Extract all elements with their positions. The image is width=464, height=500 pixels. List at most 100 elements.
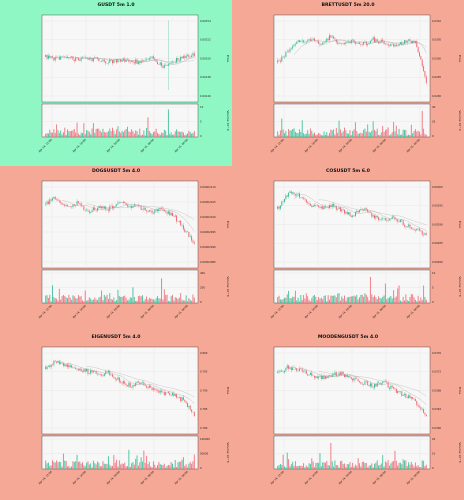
volume-bar xyxy=(282,454,284,469)
volume-bar xyxy=(414,462,416,469)
candle-body xyxy=(410,397,412,399)
volume-bar xyxy=(90,463,92,469)
candle-body xyxy=(334,372,336,376)
candle-body xyxy=(144,207,146,211)
volume-bar xyxy=(375,131,377,137)
candlestick-chart: 0.800 0.795 0.790 0.785 0.780 100000 50000 0 Pri… xyxy=(37,346,230,485)
volume-bar xyxy=(281,299,283,303)
volume-bar xyxy=(173,134,175,137)
volume-bar xyxy=(95,128,97,137)
volume-bar xyxy=(277,465,279,469)
candle-body xyxy=(374,37,375,43)
volume-bar xyxy=(324,134,326,137)
volume-bar xyxy=(386,462,388,469)
volume-bar xyxy=(319,453,321,469)
candle-body xyxy=(312,38,314,40)
candle-body xyxy=(333,36,335,39)
volume-bar xyxy=(136,300,138,303)
candle-body xyxy=(139,61,141,64)
volume-bar xyxy=(376,128,378,137)
volume-bar xyxy=(177,462,179,469)
volume-bar xyxy=(60,299,62,303)
volume-bar xyxy=(105,464,107,469)
candle-body xyxy=(133,384,135,386)
volume-bar xyxy=(405,294,407,303)
candle-body xyxy=(395,44,397,47)
x-tick-label: Apr 15, 00:00 xyxy=(139,304,155,320)
volume-bar xyxy=(169,301,171,303)
candle-body xyxy=(189,405,191,410)
candle-body xyxy=(146,386,148,388)
candle-body xyxy=(193,412,195,417)
volume-bar xyxy=(136,455,138,469)
volume-bar xyxy=(73,296,75,303)
volume-bar xyxy=(76,298,78,303)
candle-body xyxy=(188,55,190,58)
chart-panel-5[interactable]: EIGENUSDT 5m 4.0 0.800 0.795 0.790 0.785 0.78… xyxy=(0,332,232,498)
chart-panel-3[interactable]: DOGSUSDT 5m 4.0 0.00002110 0.00002105 0.000… xyxy=(0,166,232,332)
candle-body xyxy=(165,392,167,395)
candle-body xyxy=(169,211,171,216)
volume-bar xyxy=(101,290,103,303)
volume-bar xyxy=(121,130,123,137)
chart-title: BRETTUSDT 5m 20.0 xyxy=(321,3,375,8)
volume-bar xyxy=(151,133,153,137)
volume-bar xyxy=(152,461,154,469)
candle-body xyxy=(371,39,373,41)
volume-axis-label: Volume 10^6 xyxy=(458,276,462,296)
volume-bar xyxy=(367,467,369,469)
volume-bar xyxy=(399,134,401,137)
volume-bar xyxy=(416,301,418,303)
volume-bar xyxy=(173,467,175,469)
volume-bar xyxy=(398,285,400,303)
volume-bar xyxy=(349,462,351,469)
volume-bar xyxy=(323,462,325,469)
chart-panel-6[interactable]: MOODENGUSDT 5m 4.0 0.0376 0.0372 0.0368 0.03… xyxy=(232,332,464,498)
price-tick-label: 0.0305 xyxy=(432,38,441,42)
volume-bar xyxy=(98,128,100,137)
volume-bar xyxy=(294,290,296,303)
volume-bar xyxy=(180,461,182,469)
chart-panel-4[interactable]: COSUSDT 5m 6.0 0.00300 0.00295 0.00290 0.002… xyxy=(232,166,464,332)
chart-title: DOGSUSDT 5m 4.0 xyxy=(91,169,141,174)
volume-bar xyxy=(386,129,388,137)
candle-body xyxy=(140,60,142,64)
volume-bar xyxy=(413,466,415,469)
volume-bar xyxy=(170,132,172,137)
chart-panel-2[interactable]: BRETTUSDT 5m 20.0 0.0310 0.0305 0.0300 0.029… xyxy=(232,0,464,166)
price-tick-label: 0.0368 xyxy=(432,388,441,392)
candle-body xyxy=(121,202,123,203)
volume-bar xyxy=(323,131,325,137)
candle-body xyxy=(117,202,119,205)
volume-bar xyxy=(122,296,124,303)
candle-body xyxy=(372,386,374,388)
candle-body xyxy=(45,366,47,370)
candlestick-chart: 0.0376 0.0372 0.0368 0.0364 0.0360 20 10 0 Price… xyxy=(269,346,462,485)
volume-bar xyxy=(57,462,59,469)
volume-bar xyxy=(167,300,169,303)
volume-bar xyxy=(154,300,156,303)
volume-bar xyxy=(421,460,423,469)
volume-bar xyxy=(338,467,340,469)
candle-body xyxy=(46,55,48,59)
volume-bar xyxy=(46,463,48,469)
volume-bar xyxy=(79,135,81,137)
volume-bar xyxy=(394,131,396,137)
volume-bar xyxy=(323,295,325,303)
volume-bar xyxy=(292,296,294,303)
volume-bar xyxy=(140,457,142,469)
volume-tick-label: 0 xyxy=(432,300,434,304)
candle-body xyxy=(284,370,285,373)
candle-body xyxy=(159,390,161,393)
volume-bar xyxy=(106,463,108,469)
chart-panel-1[interactable]: GUSDT 5m 1.0 0.00154 0.00152 0.00150 0.00148… xyxy=(0,0,232,166)
volume-bar xyxy=(316,462,318,469)
candle-body xyxy=(158,390,160,393)
volume-bar xyxy=(281,118,283,137)
x-tick-label: Apr 15, 04:00 xyxy=(173,304,189,320)
volume-bar xyxy=(143,130,145,137)
volume-bar xyxy=(393,460,395,469)
price-tick-label: 0.0372 xyxy=(432,370,441,374)
candle-body xyxy=(157,209,158,211)
candle-body xyxy=(178,220,180,222)
